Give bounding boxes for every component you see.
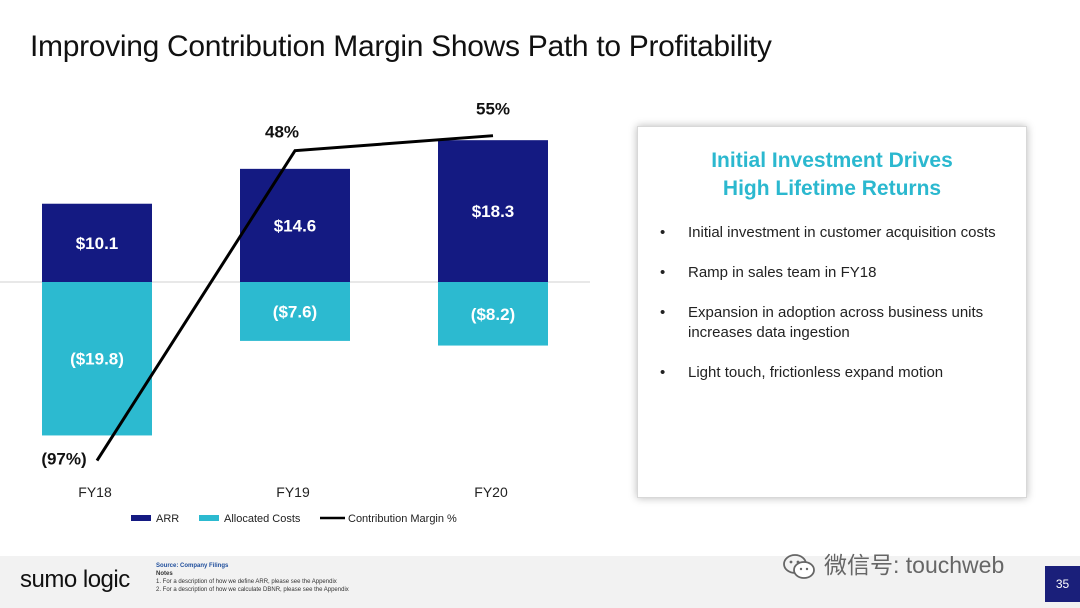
legend-swatch-arr [131,515,151,521]
panel-title-line2: High Lifetime Returns [722,177,942,200]
bullet-item: • Light touch, frictionless expand motion [638,363,1010,383]
cost-data-label: ($19.8) [70,350,124,369]
info-panel: Initial Investment Drives High Lifetime … [637,126,1027,498]
bullet-list: • Initial investment in customer acquisit… [638,223,1026,383]
source-text: Source: Company Filings [156,563,229,569]
contribution-chart: $10.1 ($19.8) FY18 $14.6 ($7.6) FY19 $18.3 ($8.… [0,100,590,525]
bullet-text: Initial investment in customer acquisiti… [688,224,996,241]
notes-label: Notes [156,571,173,577]
margin-data-label: 55% [476,100,510,119]
panel-title-line1: Initial Investment Drives [711,149,953,172]
bullet-dot-icon: • [660,224,666,241]
bullet-item: • Ramp in sales team in FY18 [638,263,1010,283]
arr-bar [438,140,548,282]
arr-data-label: $10.1 [76,234,119,253]
panel-title: Initial Investment Drives High Lifetime … [638,147,1026,203]
note-item: 1. For a description of how we define AR… [156,579,337,585]
note-item: 2. For a description of how we calculate… [156,587,349,593]
bullet-text: Light touch, frictionless expand motion [688,364,944,381]
cost-data-label: ($8.2) [471,305,515,324]
arr-data-label: $18.3 [472,202,515,221]
company-logo: sumo logic [20,566,130,593]
bullet-dot-icon: • [660,304,666,321]
x-tick-label: FY18 [78,484,112,500]
page-number: 35 [1045,566,1080,602]
cost-bar [240,282,350,341]
bullet-item: • Expansion in adoption across business u… [638,303,1010,343]
bullet-text: Ramp in sales team in FY18 [688,264,877,281]
watermark: 微信号: touchweb [782,546,1004,581]
x-tick-label: FY20 [474,484,508,500]
legend-label-arr: ARR [156,513,179,525]
legend-swatch-costs [199,515,219,521]
arr-bar [42,203,152,282]
margin-line [95,134,494,462]
bullet-dot-icon: • [660,364,666,381]
arr-bar [240,168,350,282]
x-tick-label: FY19 [276,484,310,500]
bullet-dot-icon: • [660,264,666,281]
legend-label-margin: Contribution Margin % [348,513,457,525]
legend-label-costs: Allocated Costs [224,513,301,525]
footer: sumo logic Source: Company Filings Notes… [0,556,1080,608]
margin-data-label: 48% [265,123,299,142]
cost-bar [438,282,548,346]
arr-data-label: $14.6 [274,216,317,235]
cost-data-label: ($7.6) [273,302,317,321]
cost-bar [42,282,152,436]
source-notes: Source: Company Filings Notes 1. For a d… [156,562,349,594]
margin-data-label: (97%) [41,450,86,469]
bullet-item: • Initial investment in customer acquisit… [638,223,1010,243]
watermark-text: 微信号: touchweb [824,552,1005,578]
bullet-text: Expansion in adoption across business un… [688,304,984,341]
slide-title: Improving Contribution Margin Shows Path… [30,30,772,63]
wechat-icon [783,554,815,579]
